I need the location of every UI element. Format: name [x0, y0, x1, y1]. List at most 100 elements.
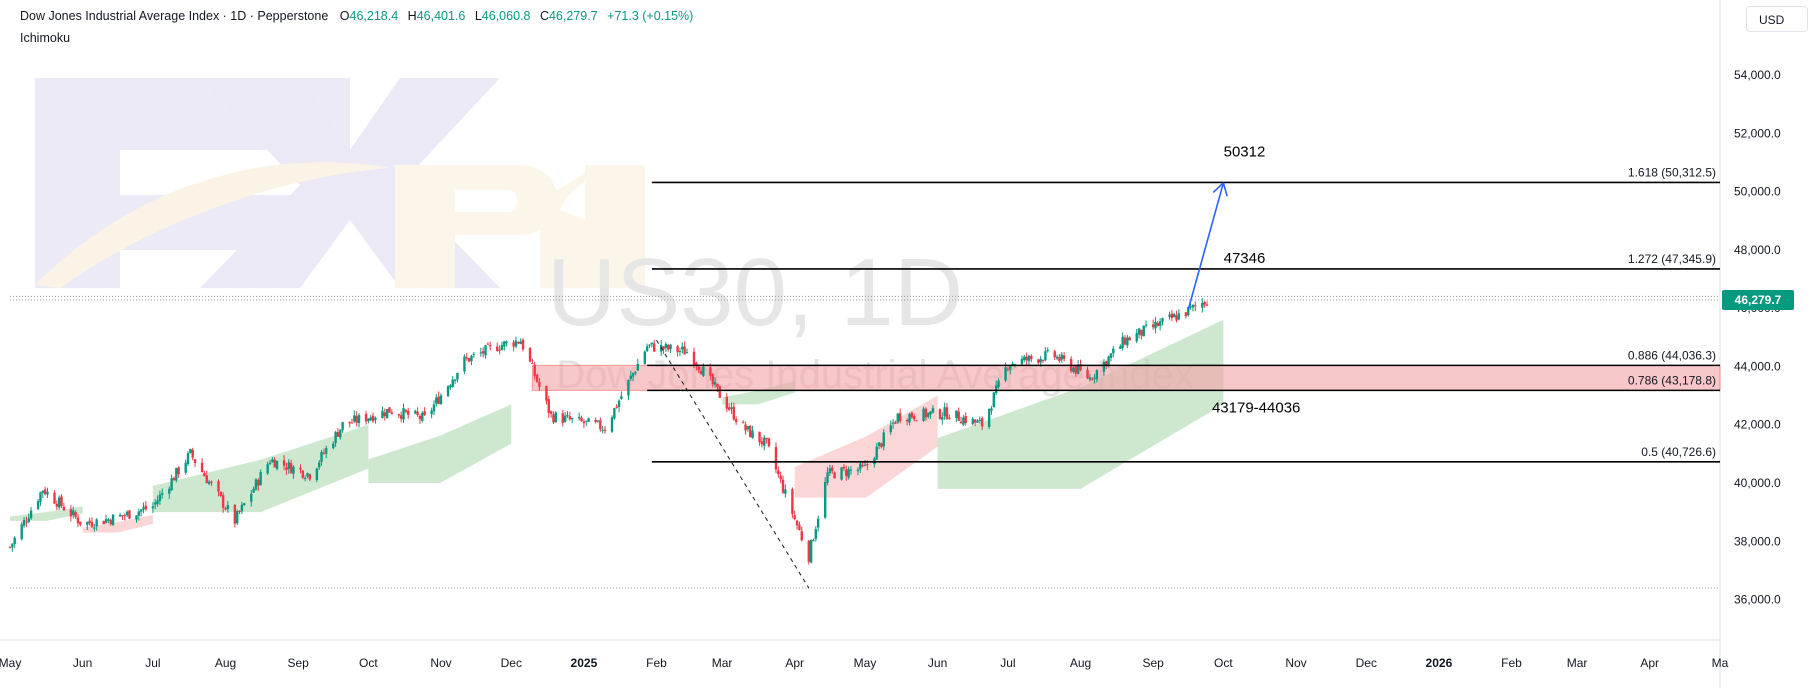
candle-body	[987, 408, 991, 427]
candle-body	[634, 372, 637, 374]
candle-body	[596, 420, 600, 422]
candle-body	[200, 462, 204, 473]
candle-body	[273, 459, 276, 468]
candle-body	[322, 452, 326, 454]
candle-body	[472, 353, 476, 355]
x-tick-label: Nov	[430, 656, 451, 670]
low-label: L	[474, 9, 482, 23]
candle-body	[1072, 367, 1075, 372]
candle-body	[1191, 304, 1195, 308]
candle-body	[751, 430, 754, 439]
candle-body	[467, 357, 471, 362]
candle-body	[924, 408, 928, 418]
candle-body	[863, 464, 867, 466]
indicator-label[interactable]: Ichimoku	[20, 31, 71, 45]
candle-body	[528, 348, 532, 362]
dashed-trend-line	[656, 339, 810, 589]
candle-body	[334, 431, 337, 444]
x-tick-label: Mar	[1567, 656, 1588, 670]
candle-body	[784, 489, 787, 494]
candle-body	[402, 408, 405, 420]
candle-body	[767, 438, 771, 447]
candle-body	[435, 397, 438, 404]
candle-body	[891, 422, 895, 424]
time-axis[interactable]: May Jun Jul Aug Sep Oct Nov Dec 2025 Feb Mar Apr May…	[0, 656, 1729, 670]
candle-body	[994, 385, 998, 394]
candle-body	[318, 462, 321, 468]
candle-body	[1177, 313, 1181, 320]
candle-body	[416, 411, 419, 416]
candle-body	[1170, 313, 1174, 319]
candle-body	[1079, 364, 1082, 370]
candle-body	[219, 491, 223, 497]
candle-body	[381, 410, 384, 419]
candle-body	[889, 425, 892, 433]
candle-body	[500, 345, 504, 350]
candle-body	[664, 344, 668, 349]
candle-body	[107, 519, 110, 521]
candle-body	[446, 386, 450, 397]
candle-body	[496, 346, 499, 351]
annotations[interactable]: 50312 47346 43179-44036	[656, 143, 1301, 589]
candle-body	[350, 422, 354, 424]
currency-button[interactable]: USD	[1746, 6, 1808, 32]
candle-body	[648, 344, 651, 346]
candle-body	[554, 412, 557, 423]
candle-body	[285, 467, 288, 470]
candle-body	[910, 412, 914, 418]
grid	[0, 0, 1721, 688]
candle-body	[697, 366, 700, 371]
candle-body	[1187, 307, 1190, 316]
candle-body	[779, 475, 782, 480]
candle-body	[456, 372, 459, 380]
candle-body	[980, 418, 984, 427]
candle-body	[43, 489, 47, 495]
x-tick-label: Mar	[712, 656, 733, 670]
candle-body	[175, 467, 178, 481]
x-tick-label: Ma	[1712, 656, 1729, 670]
candle-body	[585, 420, 588, 422]
candle-body	[388, 407, 391, 413]
candle-body	[189, 449, 192, 453]
candle-body	[1189, 306, 1192, 308]
x-tick-label: Nov	[1285, 656, 1306, 670]
y-tick-label: 50,000.0	[1734, 185, 1781, 199]
fibonacci-levels[interactable]: 1.618 (50,312.5) 1.272 (47,345.9) 0.886 (4…	[647, 165, 1720, 463]
candle-body	[552, 414, 555, 423]
open-label: O	[339, 9, 350, 23]
candle-body	[859, 463, 862, 470]
candle-body	[840, 467, 843, 480]
symbol-title: Dow Jones Industrial Average Index · 1D …	[20, 9, 329, 23]
candle-body	[760, 441, 764, 445]
candle-body	[1041, 360, 1045, 362]
last-price-tag	[1722, 289, 1794, 310]
candle-body	[1004, 367, 1007, 381]
fxpay-watermark-logo	[35, 78, 645, 288]
candle-body	[191, 449, 194, 458]
close-label: C	[539, 9, 549, 23]
candle-body	[1168, 314, 1171, 317]
close-value: 46,279.7	[548, 9, 598, 23]
candle-body	[217, 481, 220, 492]
candle-body	[896, 413, 899, 423]
candle-body	[521, 339, 525, 350]
candle-body	[549, 411, 553, 414]
candle-body	[990, 408, 993, 411]
price-axis[interactable]: 36,000.0 38,000.0 40,000.0 42,000.0 44,000.0…	[1722, 68, 1794, 607]
y-tick-label: 52,000.0	[1734, 126, 1781, 140]
candle-body	[118, 515, 122, 517]
candle-body	[877, 442, 881, 446]
candle-body	[13, 537, 16, 544]
candle-body	[205, 475, 208, 484]
candle-body	[451, 379, 454, 387]
candle-body	[102, 520, 105, 525]
candle-body	[479, 352, 483, 354]
x-tick-label: Dec	[501, 656, 522, 670]
candle-body	[615, 406, 618, 408]
candle-body	[128, 510, 131, 519]
candle-body	[535, 374, 539, 382]
candle-body	[1025, 356, 1028, 361]
candle-body	[430, 410, 433, 415]
candle-body	[303, 477, 307, 479]
